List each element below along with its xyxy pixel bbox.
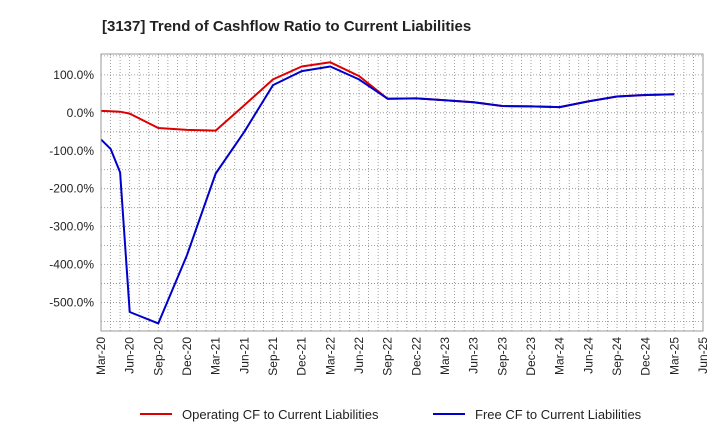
plot-frame	[100, 53, 704, 332]
y-axis-tick-labels: 100.0% 0.0% -100.0% -200.0% -300.0% -400.0% -5…	[49, 68, 94, 310]
x-axis-tick-labels: Mar-20 Jun-20 Sep-20 Dec-20 Mar-21 Jun-21 Sep-…	[94, 337, 710, 376]
series-line-free-cf	[100, 65, 675, 325]
x-tick-label: Mar-23	[438, 337, 452, 375]
legend-label: Operating CF to Current Liabilities	[182, 407, 379, 422]
x-tick-label: Sep-24	[610, 337, 624, 376]
y-tick-label: 0.0%	[67, 106, 95, 120]
x-tick-label: Jun-21	[237, 337, 251, 374]
y-tick-label: -200.0%	[49, 182, 94, 196]
x-tick-label: Sep-20	[151, 337, 165, 376]
series-lines	[100, 61, 675, 325]
x-tick-label: Mar-24	[553, 337, 567, 375]
x-tick-label: Jun-25	[696, 337, 710, 374]
x-tick-label: Mar-20	[94, 337, 108, 375]
x-tick-label: Jun-20	[123, 337, 137, 374]
grid-lines	[100, 54, 704, 331]
x-tick-label: Sep-21	[266, 337, 280, 376]
x-tick-label: Dec-21	[295, 337, 309, 376]
x-tick-label: Mar-21	[209, 337, 223, 375]
x-tick-label: Dec-20	[180, 337, 194, 376]
legend: Operating CF to Current Liabilities Free …	[140, 407, 642, 422]
y-tick-label: 100.0%	[53, 68, 94, 82]
x-tick-label: Dec-24	[639, 337, 653, 376]
x-tick-label: Mar-25	[667, 337, 681, 375]
x-tick-label: Jun-24	[581, 337, 595, 374]
x-tick-label: Jun-23	[467, 337, 481, 374]
y-tick-label: -100.0%	[49, 144, 94, 158]
x-tick-label: Mar-22	[323, 337, 337, 375]
chart-title: [3137] Trend of Cashflow Ratio to Curren…	[102, 18, 471, 35]
y-tick-label: -300.0%	[49, 220, 94, 234]
y-tick-label: -400.0%	[49, 258, 94, 272]
x-tick-label: Jun-22	[352, 337, 366, 374]
x-tick-label: Dec-22	[409, 337, 423, 376]
x-tick-label: Sep-23	[495, 337, 509, 376]
x-tick-label: Dec-23	[524, 337, 538, 376]
y-tick-label: -500.0%	[49, 296, 94, 310]
legend-label: Free CF to Current Liabilities	[475, 407, 642, 422]
x-tick-label: Sep-22	[381, 337, 395, 376]
